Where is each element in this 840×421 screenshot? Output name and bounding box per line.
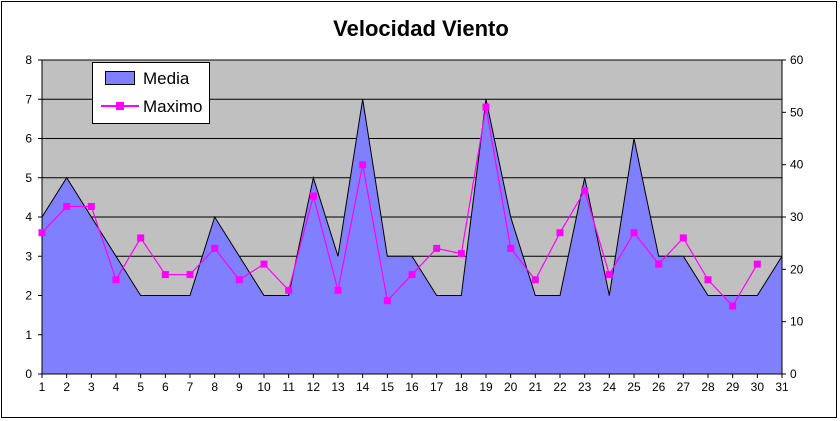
x-tick-label: 10	[257, 380, 271, 394]
series-maximo-marker	[433, 244, 441, 252]
series-maximo-marker	[482, 103, 490, 111]
x-tick-label: 20	[504, 380, 518, 394]
series-maximo-marker	[704, 276, 712, 284]
x-tick-label: 31	[775, 380, 789, 394]
series-maximo-marker	[630, 229, 638, 237]
x-tick-label: 30	[751, 380, 765, 394]
x-tick-label: 9	[236, 380, 243, 394]
x-tick-label: 14	[356, 380, 370, 394]
x-tick-label: 11	[282, 380, 295, 394]
y-right-tick-label: 50	[790, 105, 804, 119]
y-left-tick-label: 3	[25, 249, 32, 263]
series-maximo-marker	[309, 192, 317, 200]
x-tick-label: 17	[430, 380, 444, 394]
x-tick-label: 1	[39, 380, 46, 394]
x-tick-label: 4	[113, 380, 120, 394]
series-maximo-marker	[581, 187, 589, 195]
x-tick-label: 18	[455, 380, 469, 394]
x-tick-label: 27	[677, 380, 691, 394]
x-tick-label: 24	[603, 380, 617, 394]
y-left-tick-label: 0	[25, 367, 32, 381]
x-tick-label: 26	[652, 380, 666, 394]
legend-label-maximo: Maximo	[143, 97, 203, 116]
x-tick-label: 22	[553, 380, 567, 394]
series-maximo-marker	[63, 203, 71, 211]
y-right-tick-label: 10	[790, 315, 804, 329]
series-media-area	[41, 99, 783, 375]
series-maximo-marker	[556, 229, 564, 237]
x-tick-label: 3	[88, 380, 95, 394]
series-maximo-marker	[531, 276, 539, 284]
x-tick-label: 5	[137, 380, 144, 394]
series-maximo-marker	[38, 229, 46, 237]
y-left-tick-label: 4	[25, 210, 32, 224]
series-maximo-marker	[112, 276, 120, 284]
legend-swatch-media	[105, 71, 135, 85]
x-tick-label: 8	[211, 380, 218, 394]
series-maximo-marker	[260, 260, 268, 268]
legend-label-media: Media	[143, 69, 190, 88]
series-maximo-marker	[408, 271, 416, 279]
series-maximo-marker	[383, 297, 391, 305]
x-tick-label: 7	[187, 380, 194, 394]
series-maximo-marker	[359, 161, 367, 169]
y-left-tick-label: 2	[25, 289, 32, 303]
series-maximo-marker	[605, 271, 613, 279]
series-maximo-marker	[729, 302, 737, 310]
x-tick-label: 19	[479, 380, 493, 394]
series-maximo-marker	[334, 286, 342, 294]
x-tick-label: 23	[578, 380, 592, 394]
series-maximo-marker	[507, 244, 515, 252]
x-tick-label: 15	[381, 380, 395, 394]
series-maximo-line	[41, 106, 758, 307]
series-maximo-marker	[161, 271, 169, 279]
x-tick-label: 2	[63, 380, 70, 394]
chart-title: Velocidad Viento	[333, 16, 509, 41]
series-maximo-marker	[285, 286, 293, 294]
legend-marker-maximo	[116, 102, 124, 110]
y-right-tick-label: 40	[790, 158, 804, 172]
y-right-tick-label: 60	[790, 53, 804, 67]
x-tick-label: 28	[701, 380, 715, 394]
y-left-tick-label: 7	[25, 92, 32, 106]
x-tick-label: 12	[307, 380, 321, 394]
x-tick-label: 6	[162, 380, 169, 394]
x-tick-label: 16	[405, 380, 419, 394]
series-maximo-marker	[753, 260, 761, 268]
y-left-tick-label: 6	[25, 132, 32, 146]
series-maximo-marker	[457, 250, 465, 258]
y-left-tick-label: 8	[25, 53, 32, 67]
series-maximo-marker	[87, 203, 95, 211]
y-right-tick-label: 0	[790, 367, 797, 381]
series-maximo-marker	[137, 234, 145, 242]
x-tick-label: 25	[627, 380, 641, 394]
x-tick-label: 29	[726, 380, 740, 394]
y-right-tick-label: 30	[790, 210, 804, 224]
series-maximo-marker	[211, 244, 219, 252]
legend-item-maximo: Maximo	[93, 93, 209, 121]
legend-item-media: Media	[93, 65, 209, 93]
series-maximo-marker	[655, 260, 663, 268]
series-maximo-marker	[679, 234, 687, 242]
series-maximo-marker	[186, 271, 194, 279]
x-tick-label: 21	[529, 380, 543, 394]
y-left-tick-label: 1	[25, 328, 32, 342]
y-right-tick-label: 20	[790, 262, 804, 276]
y-left-tick-label: 5	[25, 171, 32, 185]
legend: Media Maximo	[92, 62, 210, 124]
series-maximo-marker	[235, 276, 243, 284]
x-tick-label: 13	[331, 380, 345, 394]
